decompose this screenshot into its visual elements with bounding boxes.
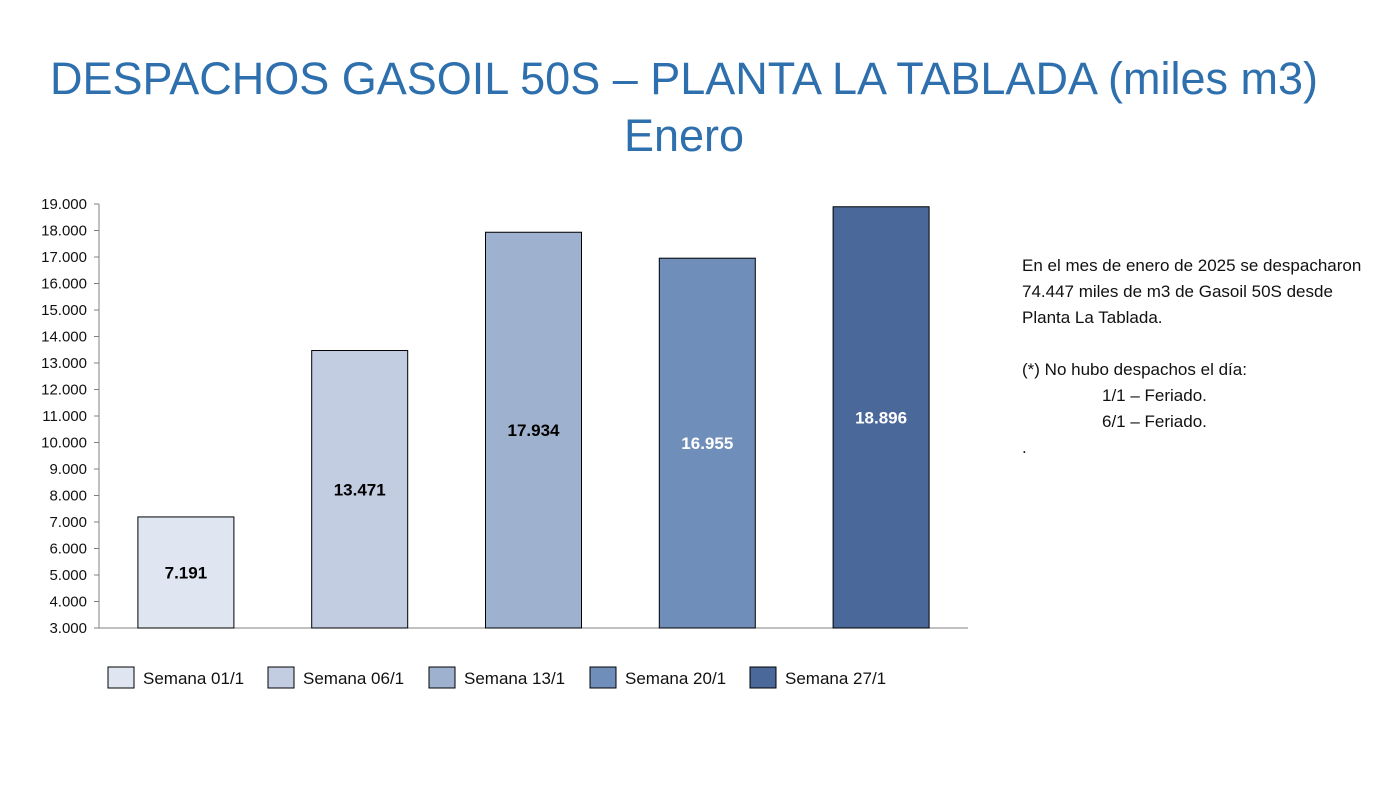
y-tick-label: 10.000 — [41, 435, 87, 452]
y-tick-label: 18.000 — [41, 223, 87, 240]
note-item: 6/1 – Feriado. — [1102, 412, 1207, 431]
legend-swatch — [749, 666, 777, 689]
legend-label: Semana 13/1 — [464, 669, 565, 688]
bar — [485, 231, 582, 629]
legend-swatch — [267, 666, 295, 689]
legend: Semana 01/1 Semana 06/1 Semana 13/1 Semana … — [107, 666, 886, 689]
y-tick-label: 12.000 — [41, 382, 87, 399]
bar-value-label: 18.896 — [855, 408, 907, 427]
bar — [658, 257, 756, 629]
bar-chart: 3.000 4.000 5.000 6.000 7.000 8.000 9.000 10.00… — [41, 196, 968, 689]
y-tick-label: 8.000 — [49, 488, 87, 505]
bar-value-label: 7.191 — [165, 563, 208, 582]
y-tick-label: 9.000 — [49, 461, 87, 478]
y-tick-label: 13.000 — [41, 355, 87, 372]
bar-value-label: 17.934 — [508, 421, 561, 440]
note-summary: En el mes de enero de 2025 se despacharo… — [1022, 256, 1362, 327]
bar — [311, 350, 409, 629]
y-tick-label: 7.000 — [49, 514, 87, 531]
legend-swatch — [589, 666, 617, 689]
legend-label: Semana 20/1 — [625, 669, 726, 688]
y-tick-label: 11.000 — [42, 408, 87, 425]
bar — [832, 206, 930, 629]
bar — [137, 516, 235, 629]
note-box: En el mes de enero de 2025 se despacharo… — [1022, 253, 1362, 461]
legend-swatch — [107, 666, 135, 689]
legend-label: Semana 06/1 — [303, 669, 404, 688]
bar-value-label: 16.955 — [681, 434, 733, 453]
page-title: DESPACHOS GASOIL 50S – PLANTA LA TABLADA… — [0, 50, 1368, 164]
bars: 7.191 13.471 17.934 16.955 18.896 — [137, 206, 930, 629]
y-tick-label: 16.000 — [41, 276, 87, 293]
y-tick-label: 3.000 — [49, 620, 87, 637]
bar-value-label: 13.471 — [334, 480, 386, 499]
y-tick-label: 14.000 — [41, 329, 87, 346]
y-tick-label: 17.000 — [41, 249, 87, 266]
page-title-line1: DESPACHOS GASOIL 50S – PLANTA LA TABLADA… — [50, 53, 1318, 104]
note-heading: (*) No hubo despachos el día: — [1022, 360, 1247, 379]
legend-label: Semana 01/1 — [143, 669, 244, 688]
y-tick-label: 15.000 — [41, 302, 87, 319]
y-tick-label: 6.000 — [49, 541, 87, 558]
y-axis: 3.000 4.000 5.000 6.000 7.000 8.000 9.000 10.00… — [41, 196, 968, 637]
page-title-line2: Enero — [623, 110, 745, 161]
y-tick-label: 4.000 — [49, 594, 87, 611]
legend-swatch — [428, 666, 456, 689]
y-tick-label: 19.000 — [41, 196, 87, 213]
note-trailing: . — [1022, 438, 1027, 457]
y-tick-label: 5.000 — [49, 567, 87, 584]
legend-label: Semana 27/1 — [785, 669, 886, 688]
note-item: 1/1 – Feriado. — [1102, 386, 1207, 405]
